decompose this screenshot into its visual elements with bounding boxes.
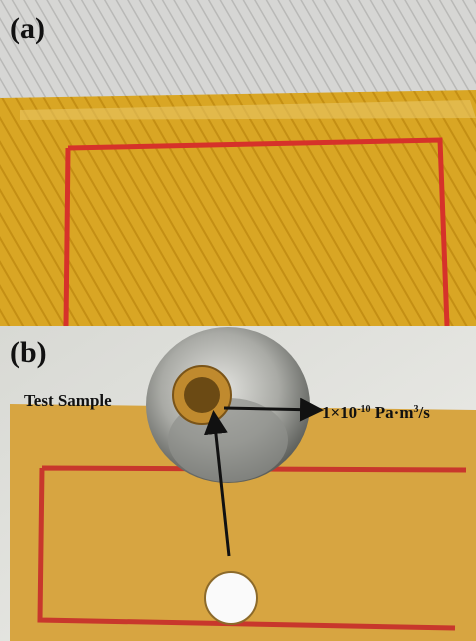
tape [0,90,476,326]
hole [205,572,257,624]
panel-label: (b) [10,336,47,369]
leak-unit: Pa·m [371,403,414,422]
leak-unit-tail: /s [418,403,431,422]
panel-a: (a) [0,0,476,326]
panel-label: (a) [10,12,45,45]
panel-b: (b) Test Sample 1×10-10 Pa·m3/s [0,326,476,641]
sample-label: Test Sample [24,391,112,410]
leak-mantissa: 1×10 [322,403,357,422]
leak-exponent: -10 [357,404,370,415]
arrow [224,408,318,410]
figure: (a) (b) Test Sample 1×10-10 Pa·m3/s [0,0,476,641]
